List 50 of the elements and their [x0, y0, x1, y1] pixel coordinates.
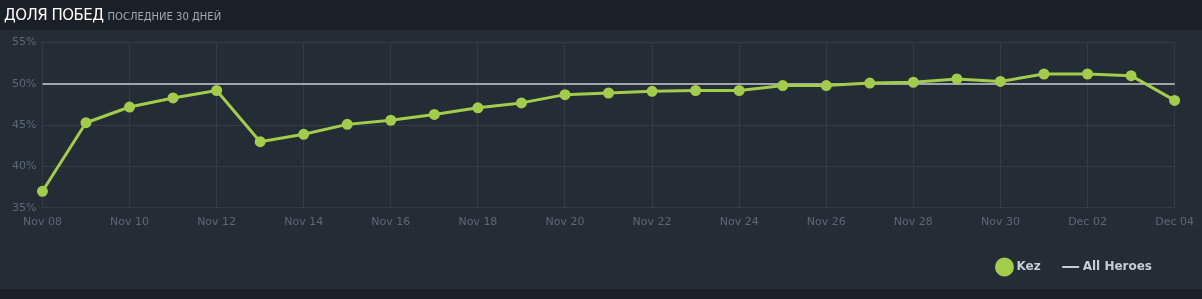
point [472, 102, 484, 114]
point [864, 77, 876, 89]
x-tick-label: Nov 24 [719, 215, 759, 229]
point [211, 85, 223, 97]
x-tick-label: Nov 12 [197, 215, 237, 229]
point [820, 80, 832, 92]
point [1125, 70, 1137, 82]
point [385, 114, 397, 126]
point [1169, 94, 1181, 106]
x-tick-label: Nov 14 [284, 215, 324, 229]
point [36, 185, 48, 197]
x-tick-label: Nov 22 [632, 215, 672, 229]
point [733, 85, 745, 97]
y-tick-label: 40% [12, 159, 37, 173]
x-tick-label: Nov 08 [22, 215, 62, 229]
x-tick-label: Nov 10 [110, 215, 150, 229]
point [1082, 68, 1094, 80]
legend-label: All Heroes [1082, 259, 1153, 274]
x-tick-label: Nov 16 [371, 215, 411, 229]
point [994, 75, 1006, 87]
point [167, 92, 179, 104]
x-tick-label: Dec 02 [1068, 215, 1107, 229]
point [341, 118, 353, 130]
chart-title: ДОЛЯ ПОБЕД [4, 6, 104, 24]
point [428, 108, 440, 120]
point [690, 85, 702, 97]
legend-label: Kez [1016, 259, 1041, 274]
y-tick-label: 55% [12, 35, 37, 49]
chart-subtitle: ПОСЛЕДНИЕ 30 ДНЕЙ [107, 11, 222, 22]
x-tick-label: Nov 20 [545, 215, 585, 229]
point [951, 73, 963, 85]
point [603, 87, 615, 99]
x-tick-label: Nov 26 [806, 215, 846, 229]
point [1038, 68, 1050, 80]
point [559, 89, 571, 101]
point [80, 117, 92, 129]
point [254, 136, 266, 148]
point [515, 97, 527, 109]
x-tick-label: Nov 28 [893, 215, 933, 229]
point [298, 128, 310, 140]
x-tick-label: Dec 04 [1155, 215, 1194, 229]
x-tick-label: Nov 30 [980, 215, 1020, 229]
x-tick-label: Nov 18 [458, 215, 498, 229]
y-tick-label: 45% [12, 118, 37, 132]
point [907, 76, 919, 88]
point [646, 85, 658, 97]
y-tick-label: 35% [12, 200, 37, 214]
point [124, 101, 136, 113]
y-tick-label: 50% [12, 76, 37, 90]
point [777, 80, 789, 92]
